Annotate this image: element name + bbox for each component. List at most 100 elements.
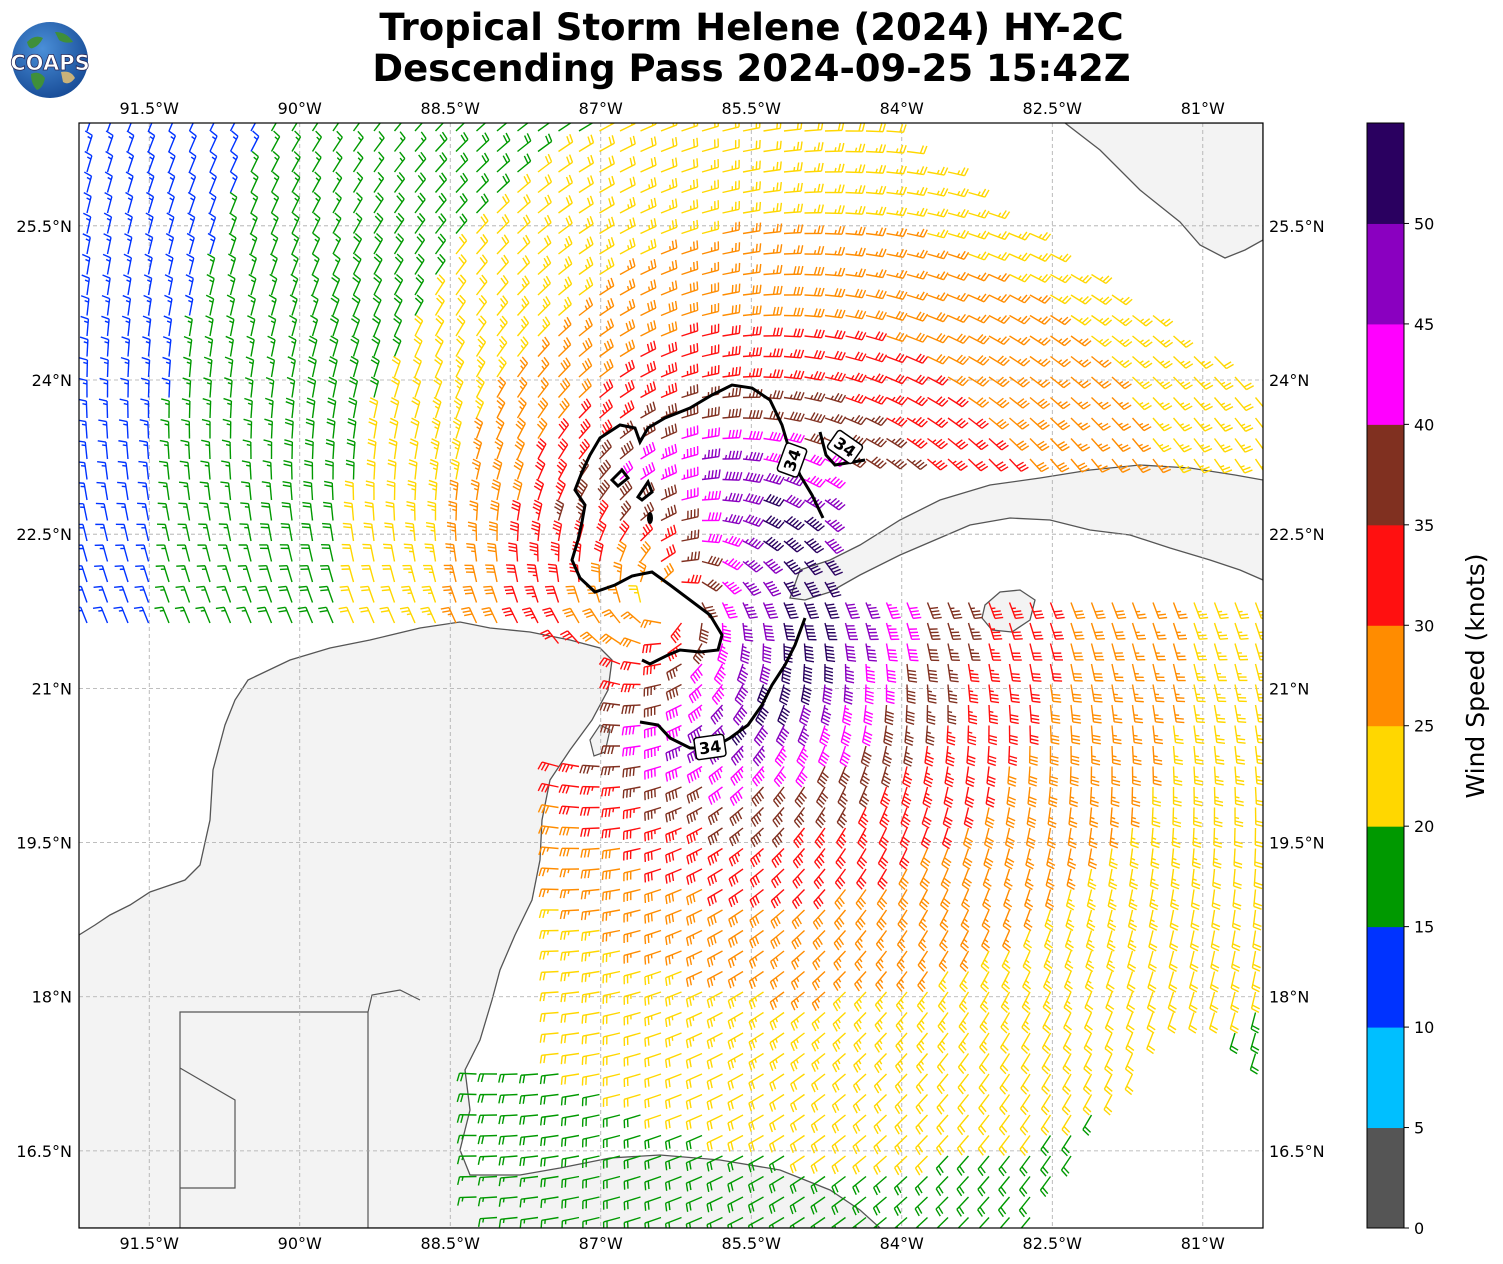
wind-barb <box>1009 294 1031 304</box>
wind-barb <box>290 273 299 296</box>
wind-barb <box>250 150 260 173</box>
wind-barb <box>783 182 803 194</box>
wind-barb <box>722 180 740 194</box>
wind-barb <box>434 192 447 214</box>
wind-barb <box>373 151 385 173</box>
wind-barb <box>783 224 804 235</box>
wind-barb <box>578 123 594 132</box>
wind-barb <box>619 319 636 337</box>
wind-barb <box>434 131 448 152</box>
wind-barb <box>476 123 487 132</box>
wind-barb <box>475 274 488 296</box>
wind-barb <box>578 175 594 194</box>
wind-barb <box>187 212 196 234</box>
wind-barb <box>804 287 825 297</box>
wind-barb <box>824 225 845 235</box>
wind-barb <box>783 307 804 317</box>
wind-barb <box>865 144 887 154</box>
wind-barb <box>886 269 908 279</box>
colorbar: 0 5 10 15 20 25 30 35 40 45 50 Wind Speed (knots) <box>1366 122 1490 1238</box>
wind-barb <box>146 191 155 214</box>
wind-barb <box>804 329 825 339</box>
wind-barb <box>373 192 384 214</box>
wind-barb <box>701 261 720 276</box>
land-cuba <box>789 464 1263 601</box>
wind-barb <box>763 140 782 153</box>
wind-barb <box>475 213 489 234</box>
wind-barb <box>291 123 298 132</box>
wind-barb <box>722 221 741 235</box>
wind-barb <box>1111 335 1133 348</box>
wind-barb <box>742 326 762 337</box>
wind-barb <box>640 136 657 153</box>
wind-barb <box>496 274 509 296</box>
wind-barb <box>742 305 762 317</box>
wind-barb <box>660 239 678 255</box>
wind-barb <box>927 333 949 344</box>
wind-barb <box>332 192 342 214</box>
wind-barb <box>352 212 363 234</box>
wind-barb <box>927 229 949 239</box>
wind-barb <box>886 331 908 343</box>
lon-tick-label-top: 90°W <box>278 99 322 118</box>
logo-text: COAPS <box>10 51 89 75</box>
wind-barb <box>599 135 616 153</box>
colorbar-tick-label: 40 <box>1414 415 1434 434</box>
lon-tick-label-bottom: 87°W <box>579 1234 623 1253</box>
wind-barb <box>124 212 133 234</box>
lon-tick-label-bottom: 81°W <box>1181 1234 1225 1253</box>
wind-barb <box>865 289 887 300</box>
wind-barb <box>947 313 970 323</box>
wind-barb <box>1009 335 1031 346</box>
wind-barb <box>660 178 678 194</box>
wind-barb <box>804 183 824 194</box>
colorbar-segment <box>1367 625 1404 727</box>
lat-tick-label-right: 18°N <box>1269 988 1309 1007</box>
wind-barb <box>865 310 887 321</box>
lat-tick-label-right: 22.5°N <box>1269 525 1325 544</box>
wind-barb <box>229 212 238 234</box>
wind-barb <box>845 185 866 195</box>
wind-barb <box>517 133 532 153</box>
wind-barb <box>763 285 783 296</box>
wind-barb <box>824 329 846 340</box>
wind-barb <box>742 243 762 255</box>
wind-barb <box>906 249 928 259</box>
wind-barb <box>886 228 908 238</box>
wind-barb <box>804 162 824 173</box>
wind-barb <box>845 123 866 132</box>
wind-barb <box>1070 273 1092 284</box>
wind-barb <box>537 296 551 316</box>
wind-barb <box>83 171 93 193</box>
wind-barb <box>681 123 699 132</box>
wind-barb <box>865 269 887 279</box>
wind-barb <box>496 153 511 173</box>
wind-barb <box>599 298 615 317</box>
wind-barb <box>516 315 530 337</box>
lat-tick-label-left: 22.5°N <box>16 525 72 544</box>
wind-barb <box>681 301 699 317</box>
colorbar-segment <box>1367 926 1404 1028</box>
lon-tick-label-top: 91.5°W <box>120 99 180 118</box>
wind-barb <box>824 308 846 319</box>
wind-barb <box>1111 294 1133 306</box>
wind-barb <box>414 192 426 214</box>
wind-barb <box>537 174 553 194</box>
wind-barb <box>187 191 196 214</box>
wind-barb <box>1029 314 1051 325</box>
wind-barb <box>927 166 949 176</box>
wind-barb <box>578 236 594 255</box>
wind-barb <box>865 185 887 195</box>
colorbar-segment <box>1367 826 1404 928</box>
wind-barb <box>330 294 340 316</box>
wind-barb <box>226 294 236 316</box>
colorbar-tick-label: 20 <box>1414 817 1434 836</box>
wind-barb <box>247 315 256 337</box>
wind-barb <box>681 260 699 276</box>
wind-barbs <box>79 123 1263 1228</box>
wind-barb <box>185 274 194 296</box>
wind-barb <box>906 332 929 343</box>
wind-barb <box>537 316 551 337</box>
wind-barb <box>142 315 152 337</box>
wind-barb <box>537 255 552 276</box>
